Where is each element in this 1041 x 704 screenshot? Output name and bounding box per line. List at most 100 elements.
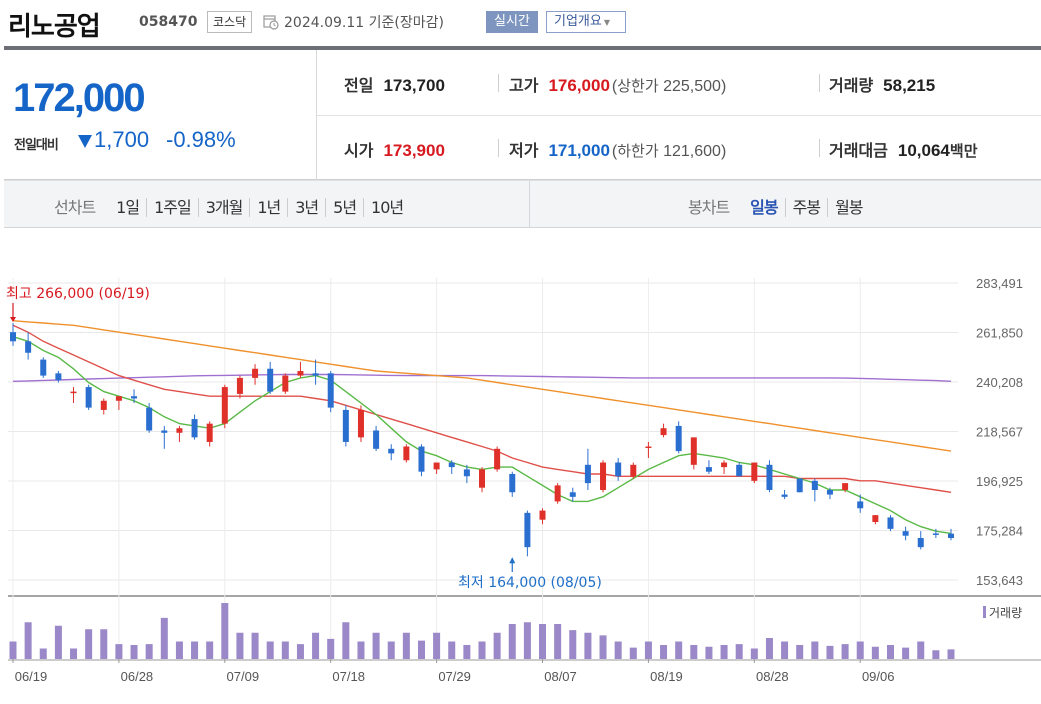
candle-body [206,423,213,442]
tab-10y[interactable]: 10년 [363,198,411,217]
diff-percent: -0.98% [166,127,236,152]
candle-body [373,430,380,449]
tab-weekly[interactable]: 주봉 [784,198,828,217]
max-arrow-head [10,317,16,323]
volume-bar [781,641,789,659]
volume-bar [387,641,395,659]
volume-bar [115,644,123,659]
tab-1y[interactable]: 1년 [249,198,288,217]
candle-body [872,515,879,523]
candle-body [721,462,728,468]
ma20-line [12,324,952,493]
separator [498,74,499,92]
open-price: 시가 173,900 [344,137,445,161]
tab-monthly[interactable]: 월봉 [827,198,870,217]
volume-bar [765,638,773,659]
x-tick-label: 08/19 [650,669,683,684]
volume-bar [735,644,743,659]
volume-bar [39,648,47,659]
candle-body [221,387,228,424]
header-divider [4,46,1041,50]
volume-bar [841,644,849,659]
candle-body [85,387,92,408]
volume-bar [100,629,108,659]
volume-bar [705,646,713,659]
candle-body [554,485,561,502]
down-triangle-icon [78,135,92,148]
panel-row-divider [317,115,1041,116]
candle-body [327,373,334,408]
base-date: 2024.09.11 기준(장마감) [284,15,444,31]
tab-1d[interactable]: 1일 [116,198,140,217]
company-overview-dropdown[interactable]: 기업개요 ▼ [546,11,626,33]
candle-body [948,533,954,539]
volume-bar [236,632,244,659]
volume-bar [24,622,32,659]
volume-bar [493,632,501,659]
candle-body [448,462,455,468]
candle-body [146,407,153,431]
candle-body [630,464,637,477]
volume-bar [871,646,879,659]
candle-body [675,425,682,452]
candlestick-chart: 283,491 261,850 240,208 218,567 196,925 175,2… [6,240,1041,704]
volume-bar [584,632,592,659]
volume-legend-label: 거래량 [989,606,1022,620]
y-tick-label: 175,284 [976,524,1023,539]
candle-body [766,464,773,490]
volume-bar [917,641,925,659]
diff-value: 1,700 [94,127,150,152]
tab-3y[interactable]: 3년 [287,198,326,217]
candle-body [781,494,788,497]
realtime-button[interactable]: 실시간 [486,11,538,33]
volume-bar [644,641,652,659]
volume: 거래량 58,215 [829,72,935,96]
high-label: 고가 [509,76,539,95]
x-tick-label: 06/19 [15,669,48,684]
x-tick-label: 09/06 [862,669,895,684]
line-chart-label: 선차트 [54,198,96,217]
lower-limit-label: 하한가 [617,142,659,160]
volume-bar [433,632,441,659]
volume-bar [826,645,834,659]
y-tick-label: 261,850 [976,325,1023,340]
candle-body [267,368,274,392]
candle-body [357,409,364,438]
candle-body [524,512,531,548]
low-label: 저가 [509,141,539,160]
volume-bar [690,645,698,659]
volume-bar [902,647,910,659]
separator [498,139,499,157]
candle-body [932,533,939,535]
volume-bar [947,649,955,659]
trade-amount-label: 거래대금 [829,141,888,160]
tab-3m[interactable]: 3개월 [197,198,250,217]
candle-body [115,396,122,401]
tab-daily[interactable]: 일봉 [750,198,778,217]
candle-body [811,480,818,490]
volume-bar [720,645,728,659]
candle-body [25,341,32,353]
candle-body [600,462,607,490]
volume-bar [932,650,940,659]
volume-bar [508,624,516,659]
volume-bar [160,617,168,659]
y-tick-label: 240,208 [976,375,1023,390]
volume-bar [599,635,607,659]
volume-bar [145,644,153,659]
tab-1w[interactable]: 1주일 [146,198,198,217]
candle-body [433,462,440,470]
x-tick-label: 08/28 [756,669,789,684]
volume-bar [539,624,547,659]
volume-bar [478,641,486,659]
candle-body [479,469,485,488]
candle-body [131,396,138,399]
candle-body [176,428,183,433]
volume-bar [448,641,456,659]
volume-bar [70,648,78,659]
volume-bar [675,641,683,659]
volume-bar [191,641,199,659]
volume-bar [614,641,622,659]
tab-5y[interactable]: 5년 [325,198,364,217]
volume-bar [660,645,668,659]
